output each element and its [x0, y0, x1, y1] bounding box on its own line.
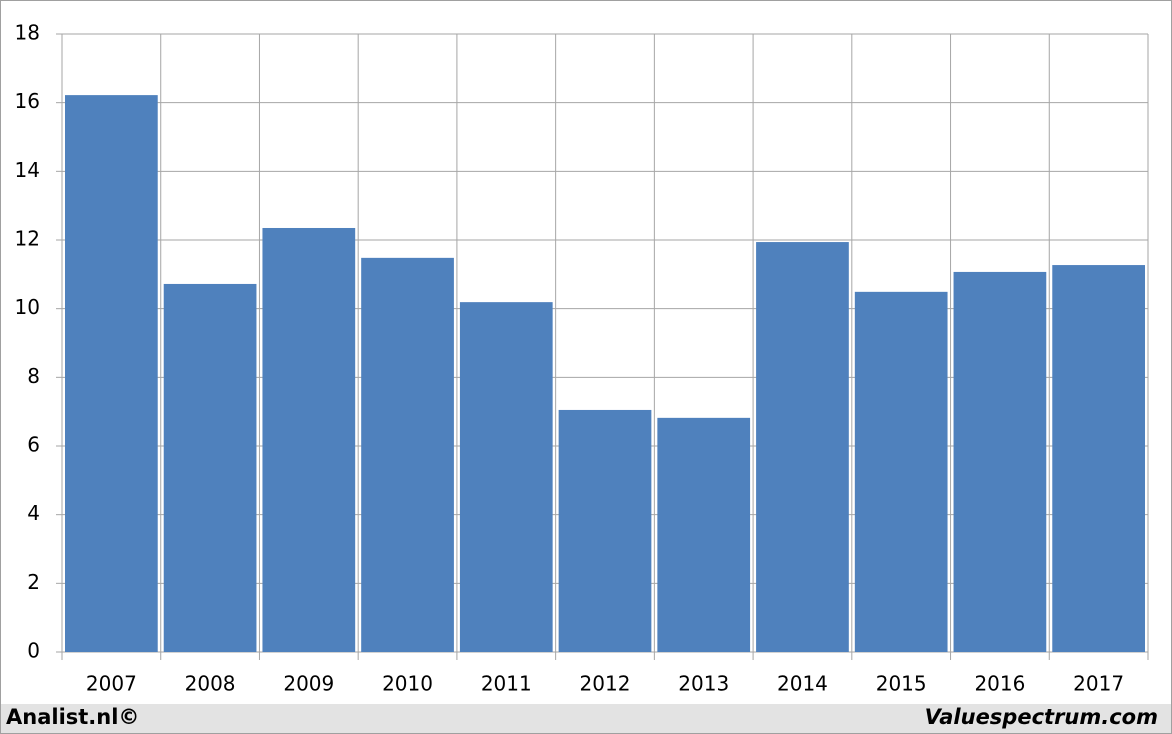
bar [756, 242, 849, 652]
x-tick-label: 2008 [185, 672, 236, 696]
bar [163, 283, 257, 652]
bar [558, 409, 652, 652]
x-tick-label: 2011 [481, 672, 532, 696]
y-tick-label: 6 [27, 433, 40, 457]
x-tick-label: 2016 [974, 672, 1025, 696]
y-tick-label: 4 [27, 501, 40, 525]
bar [361, 257, 454, 652]
y-tick-label: 8 [27, 364, 40, 388]
footer-right: Valuespectrum.com [925, 705, 1158, 729]
bar [657, 417, 751, 652]
bar [1052, 265, 1145, 652]
x-tick-label: 2012 [580, 672, 631, 696]
y-tick-label: 0 [27, 639, 40, 663]
x-tick-label: 2007 [86, 672, 137, 696]
x-tick-label: 2013 [678, 672, 729, 696]
y-tick-label: 12 [15, 227, 40, 251]
bar [459, 302, 553, 652]
x-tick-label: 2017 [1073, 672, 1124, 696]
y-tick-label: 16 [15, 89, 40, 113]
y-tick-label: 10 [15, 295, 40, 319]
footer-band [1, 704, 1171, 733]
bar [262, 227, 356, 652]
x-tick-label: 2015 [876, 672, 927, 696]
y-tick-label: 18 [15, 21, 40, 45]
y-tick-label: 2 [27, 570, 40, 594]
footer-left: Analist.nl© [6, 705, 139, 729]
y-tick-label: 14 [15, 158, 40, 182]
bar [65, 95, 158, 652]
bar [854, 291, 948, 652]
bar [953, 271, 1047, 652]
x-tick-label: 2009 [283, 672, 334, 696]
x-tick-label: 2010 [382, 672, 433, 696]
x-tick-label: 2014 [777, 672, 828, 696]
